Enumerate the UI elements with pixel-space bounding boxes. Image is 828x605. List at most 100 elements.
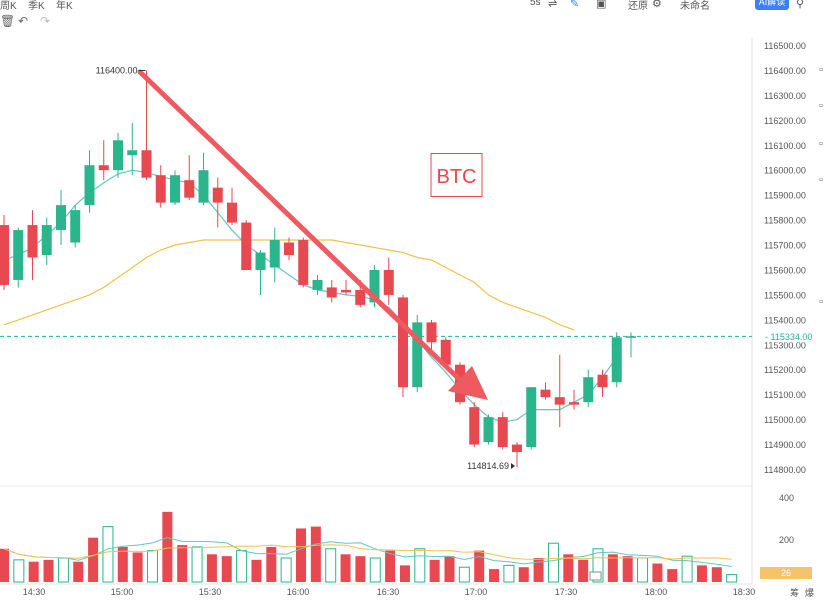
candle-body	[540, 389, 551, 398]
price-tick-label: 115700.00	[764, 241, 806, 251]
volume-bar	[177, 545, 188, 582]
candle-body	[70, 210, 81, 243]
candle-body	[440, 339, 451, 365]
volume-bar	[147, 550, 158, 583]
candle-body	[569, 402, 579, 405]
candle-body	[98, 165, 109, 171]
volume-bar	[667, 569, 678, 582]
share-icon[interactable]: ⚲	[796, 0, 805, 10]
price-tick-label: 115900.00	[764, 191, 806, 201]
price-tick-label: 115500.00	[764, 290, 806, 300]
candle-body	[170, 175, 180, 203]
candle-body	[326, 287, 337, 298]
candle	[583, 369, 594, 408]
price-tick-label: 116000.00	[764, 166, 806, 176]
candle-body	[141, 150, 152, 178]
candle	[212, 177, 223, 228]
volume-bar	[191, 546, 203, 583]
candle	[0, 215, 9, 290]
delete-icon[interactable]: 🗑	[0, 14, 16, 28]
candle	[284, 237, 294, 260]
candle-body	[383, 269, 394, 295]
candle-body	[227, 202, 237, 223]
candle	[597, 369, 608, 398]
interval-label[interactable]: 5s	[530, 0, 541, 8]
symbol-label-box	[430, 153, 483, 197]
volume-ma-long	[3, 544, 732, 560]
price-tick-label: 114800.00	[764, 465, 806, 475]
compare-icon[interactable]: ⇌	[548, 0, 558, 10]
candle	[412, 314, 423, 393]
candle-body	[611, 337, 622, 383]
tab-year[interactable]: 年K	[56, 1, 73, 12]
volume-bar	[221, 556, 232, 582]
liquidation-tool: 爆	[805, 587, 814, 598]
candle	[483, 414, 494, 445]
trend-arrow-shaft	[137, 69, 461, 381]
candle	[98, 140, 109, 181]
candle-body	[554, 397, 565, 405]
candle-body	[27, 225, 38, 258]
template-button[interactable]: 未命名	[680, 1, 710, 12]
candle-body	[255, 252, 266, 270]
top-bar: 周K 季K 年K 5s ⇌ ✎ ▣ 还原 ⚙ 未命名 AI解读 ⚲	[0, 0, 828, 12]
candle-body	[369, 269, 380, 303]
fullscreen-icon[interactable]: ▣	[596, 0, 607, 10]
volume-toggle-icon	[589, 571, 602, 581]
price-tick-label: 116100.00	[764, 141, 806, 151]
volume-bar	[266, 546, 277, 582]
sidebar-tool-icon[interactable]: ▫	[819, 296, 823, 308]
volume-bar	[696, 565, 707, 582]
sidebar-tool-icon[interactable]: ▫	[819, 64, 823, 76]
candle-body	[412, 322, 423, 388]
time-tick-label: 18:30	[733, 587, 756, 597]
volume-bar	[296, 528, 306, 582]
volume-bar	[325, 548, 337, 583]
price-tick-label: 115400.00	[764, 315, 806, 325]
volume-badge: 26	[781, 568, 791, 578]
current-price-tag-bg	[765, 329, 819, 343]
ai-analysis-button[interactable]: AI解读	[755, 0, 789, 10]
candle	[312, 274, 323, 295]
candle	[269, 227, 280, 283]
sidebar-tool-icon[interactable]: ▫	[819, 174, 823, 186]
volume-bar	[474, 550, 485, 582]
candle	[611, 332, 622, 388]
price-tick-label: 115200.00	[764, 365, 806, 375]
volume-bar	[726, 574, 738, 583]
volume-bar	[399, 565, 410, 582]
sidebar-tool-icon[interactable]: ▫	[819, 100, 823, 112]
redo-icon[interactable]: ↷	[40, 14, 51, 28]
price-tick-label: 116200.00	[764, 116, 806, 126]
undo-icon[interactable]: ↶	[18, 14, 29, 28]
draw-icon[interactable]: ✎	[570, 0, 580, 10]
volume-bar	[310, 526, 321, 582]
time-tick-label: 17:00	[465, 587, 488, 597]
volume-bar	[429, 559, 440, 582]
candle	[70, 205, 81, 248]
candle-body	[212, 187, 223, 203]
volume-bar	[117, 546, 128, 582]
price-tick-label: 115000.00	[764, 415, 806, 425]
tab-week[interactable]: 周K	[0, 1, 17, 12]
time-tick-label: 18:00	[645, 587, 668, 597]
volume-bar	[0, 548, 9, 582]
volume-bar	[563, 554, 574, 582]
volume-bar	[28, 561, 39, 582]
volume-bar	[73, 561, 84, 582]
sidebar-tool-icon[interactable]: ▫	[819, 138, 823, 150]
volume-bar	[57, 557, 69, 583]
tab-quarter[interactable]: 季K	[28, 1, 45, 12]
volume-bar	[681, 555, 693, 583]
settings-icon[interactable]: ⚙	[652, 0, 662, 10]
candle-body	[127, 150, 138, 156]
volume-bar	[518, 567, 529, 582]
volume-tick-label: 400	[779, 493, 794, 503]
candle	[497, 412, 508, 450]
candle-body	[184, 180, 195, 198]
candle	[512, 442, 522, 468]
candle	[426, 319, 437, 353]
volume-bar	[13, 559, 25, 583]
restore-button[interactable]: 还原	[628, 1, 648, 12]
